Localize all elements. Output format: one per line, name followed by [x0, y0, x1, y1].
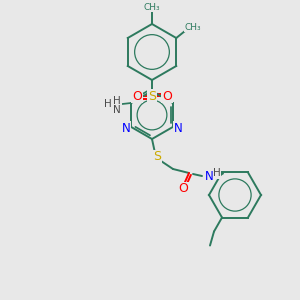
Text: N: N: [113, 105, 121, 115]
Text: S: S: [148, 89, 156, 103]
Text: N: N: [205, 170, 213, 184]
Text: O: O: [132, 89, 142, 103]
Text: O: O: [162, 89, 172, 103]
Text: N: N: [122, 122, 130, 134]
Text: CH₃: CH₃: [144, 2, 160, 11]
Text: H: H: [113, 96, 121, 106]
Text: H: H: [213, 168, 221, 178]
Text: O: O: [178, 182, 188, 196]
Text: S: S: [153, 151, 161, 164]
Text: CH₃: CH₃: [185, 22, 202, 32]
Text: N: N: [173, 122, 182, 134]
Text: H: H: [104, 99, 112, 109]
